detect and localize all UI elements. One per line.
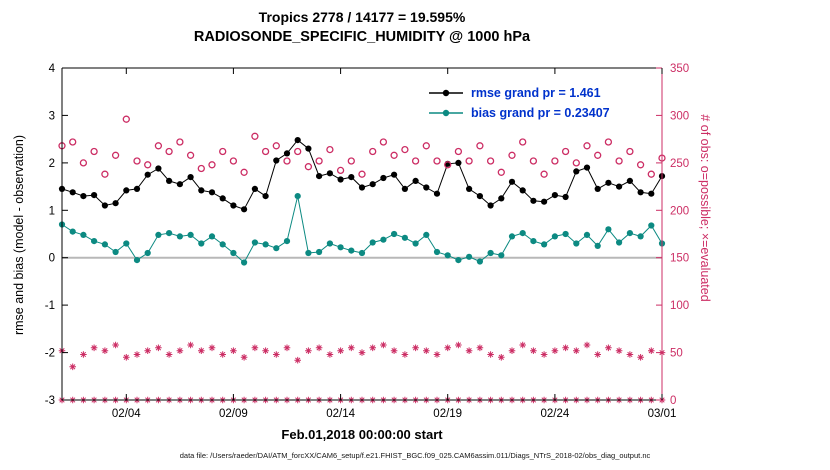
left-axis-label: rmse and bias (model - observation) [12, 134, 26, 336]
svg-text:150: 150 [670, 253, 689, 265]
svg-text:0: 0 [49, 253, 55, 265]
svg-text:-2: -2 [45, 348, 55, 360]
svg-text:03/01: 03/01 [648, 408, 677, 420]
svg-text:300: 300 [670, 110, 689, 122]
legend-entry-rmse: rmse grand pr = 1.461 [428, 83, 610, 103]
svg-text:02/14: 02/14 [326, 408, 355, 420]
x-axis-label: Feb.01,2018 00:00:00 start [281, 427, 443, 442]
legend-entry-bias: bias grand pr = 0.23407 [428, 103, 610, 123]
svg-text:02/24: 02/24 [541, 408, 570, 420]
series-possible_obs [58, 115, 666, 178]
svg-text:02/19: 02/19 [433, 408, 462, 420]
left-axis-ticks: -3 -2 -1 0 1 2 3 4 [45, 63, 68, 407]
svg-text:50: 50 [670, 348, 683, 360]
svg-text:0: 0 [670, 395, 676, 407]
data-file-path: data file: /Users/raeder/DAI/ATM_forcXX/… [179, 451, 651, 460]
legend-marker-rmse [429, 89, 463, 97]
legend-marker-bias [429, 109, 463, 117]
svg-text:200: 200 [670, 205, 689, 217]
svg-text:-3: -3 [45, 395, 55, 407]
svg-text:02/09: 02/09 [219, 408, 248, 420]
series-rmse [58, 137, 666, 213]
plot-subtitle: RADIOSONDE_SPECIFIC_HUMIDITY @ 1000 hPa [193, 29, 531, 45]
series-bias [58, 193, 666, 266]
svg-text:4: 4 [49, 63, 56, 75]
series-evaluated_obs [58, 341, 666, 371]
svg-text:250: 250 [670, 158, 689, 170]
plot-title: Tropics 2778 / 14177 = 19.595% [258, 9, 466, 25]
axes-box [61, 67, 663, 401]
svg-text:2: 2 [49, 158, 55, 170]
right-axis-label: # of obs: o=possible; ×=evaluated [698, 114, 712, 302]
svg-text:350: 350 [670, 63, 689, 75]
legend-label-rmse: rmse grand pr = 1.461 [471, 86, 601, 100]
svg-text:-1: -1 [45, 300, 55, 312]
svg-text:3: 3 [49, 110, 55, 122]
svg-text:02/04: 02/04 [112, 408, 141, 420]
svg-text:1: 1 [49, 205, 55, 217]
x-axis-ticks: 02/04 02/09 02/14 02/19 02/24 03/01 [112, 68, 676, 420]
legend-label-bias: bias grand pr = 0.23407 [471, 106, 610, 120]
right-axis-ticks: 0 50 100 150 200 250 300 350 [656, 63, 689, 407]
svg-text:100: 100 [670, 300, 689, 312]
legend: rmse grand pr = 1.461 bias grand pr = 0.2… [428, 83, 610, 123]
